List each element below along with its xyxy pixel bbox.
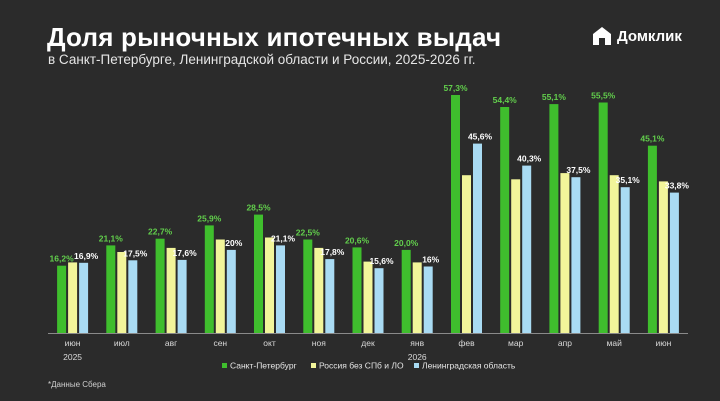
data-label-lo-4: 21,1%	[271, 233, 296, 243]
bar-lo-10	[571, 177, 581, 333]
bar-russia-1	[117, 252, 127, 333]
bar-spb-8	[451, 95, 460, 333]
data-label-lo-11: 35,1%	[616, 175, 641, 185]
bar-spb-11	[598, 102, 608, 333]
data-label-spb-5: 22,5%	[296, 228, 321, 238]
brand-logo: Домклик	[592, 26, 682, 46]
logo-text: Домклик	[617, 27, 682, 45]
x-tick-label-8: фев	[458, 338, 475, 348]
bar-lo-8	[473, 143, 482, 333]
x-tick-label-12: июн	[655, 338, 671, 348]
bar-spb-0	[57, 265, 67, 333]
data-label-spb-3: 25,9%	[197, 213, 222, 223]
bar-russia-10	[560, 173, 570, 333]
data-label-lo-8: 45,6%	[468, 132, 493, 142]
bar-spb-2	[155, 238, 165, 333]
x-tick-label-3: сен	[213, 338, 227, 348]
bar-lo-0	[79, 262, 89, 333]
domclick-house-icon	[593, 27, 611, 45]
x-tick-label-7: янв	[410, 338, 424, 348]
bar-spb-9	[500, 107, 510, 333]
x-tick-label-9: мар	[508, 338, 524, 348]
data-label-lo-7: 16%	[422, 255, 439, 265]
bar-spb-10	[549, 104, 559, 333]
x-tick-label-1: июл	[114, 338, 130, 348]
legend-label-spb: Санкт-Петербург	[230, 361, 297, 371]
bar-spb-3	[204, 225, 214, 333]
bar-spb-7	[401, 249, 411, 333]
bar-lo-9	[522, 165, 532, 333]
bar-lo-1	[128, 260, 138, 333]
bar-lo-2	[177, 259, 187, 333]
year-label-2025: 2025	[63, 352, 82, 362]
data-label-spb-7: 20,0%	[394, 238, 419, 248]
year-label-2026: 2026	[408, 352, 427, 362]
bar-lo-3	[226, 249, 236, 333]
bar-russia-6	[363, 261, 373, 333]
data-label-lo-1: 17,5%	[123, 248, 148, 258]
legend-label-russia: Россия без СПб и ЛО	[319, 361, 404, 371]
data-label-lo-9: 40,3%	[517, 154, 542, 164]
x-tick-label-11: май	[607, 338, 623, 348]
bar-lo-12	[669, 192, 679, 333]
legend-swatch-lo	[414, 363, 419, 368]
bar-russia-7	[412, 262, 422, 333]
bar-russia-2	[166, 247, 176, 333]
data-label-lo-12: 33,8%	[665, 181, 690, 191]
x-tick-label-5: ноя	[312, 338, 326, 348]
data-label-lo-10: 37,5%	[566, 165, 591, 175]
bar-spb-1	[106, 245, 116, 333]
bar-lo-7	[423, 266, 433, 333]
bar-lo-11	[620, 187, 630, 333]
data-label-spb-12: 45,1%	[640, 134, 665, 144]
legend-swatch-russia	[311, 363, 316, 368]
chart-title: Доля рыночных ипотечных выдач	[47, 22, 502, 52]
data-label-spb-10: 55,1%	[542, 92, 567, 102]
x-tick-label-6: дек	[361, 338, 375, 348]
legend-label-lo: Ленинградская область	[422, 361, 516, 371]
data-label-spb-1: 21,1%	[99, 233, 124, 243]
data-label-lo-6: 15,6%	[369, 256, 394, 266]
data-label-spb-2: 22,7%	[148, 227, 173, 237]
bar-russia-11	[609, 175, 619, 333]
data-label-spb-11: 55,5%	[591, 91, 616, 101]
chart-subtitle: в Санкт-Петербурге, Ленинградской област…	[48, 52, 476, 67]
bar-russia-4	[265, 237, 274, 333]
bar-lo-4	[276, 245, 285, 333]
x-tick-label-4: окт	[263, 338, 276, 348]
bar-russia-5	[314, 247, 324, 333]
data-label-spb-9: 54,4%	[493, 95, 518, 105]
legend-swatch-spb	[222, 363, 227, 368]
data-label-spb-0: 16,2%	[50, 254, 75, 264]
bar-spb-6	[352, 247, 362, 333]
bar-spb-12	[647, 145, 657, 333]
bar-russia-9	[511, 179, 521, 333]
x-tick-label-0: июн	[65, 338, 81, 348]
bar-russia-0	[68, 262, 78, 333]
data-label-lo-2: 17,6%	[173, 248, 198, 258]
data-label-lo-0: 16,9%	[74, 251, 99, 261]
footnote: *Данные Сбера	[48, 380, 106, 389]
bar-lo-5	[325, 259, 335, 333]
bar-spb-4	[254, 214, 263, 333]
bar-russia-12	[658, 181, 668, 333]
x-tick-label-10: апр	[558, 338, 572, 348]
data-label-spb-8: 57,3%	[443, 83, 468, 93]
bar-russia-8	[462, 175, 471, 333]
data-label-spb-6: 20,6%	[345, 235, 370, 245]
bar-russia-3	[215, 239, 225, 333]
data-label-spb-4: 28,5%	[246, 203, 271, 213]
data-label-lo-5: 17,8%	[320, 247, 345, 257]
data-label-lo-3: 20%	[225, 238, 242, 248]
bar-spb-5	[303, 239, 313, 333]
x-tick-label-2: авг	[165, 338, 177, 348]
bar-lo-6	[374, 268, 384, 333]
